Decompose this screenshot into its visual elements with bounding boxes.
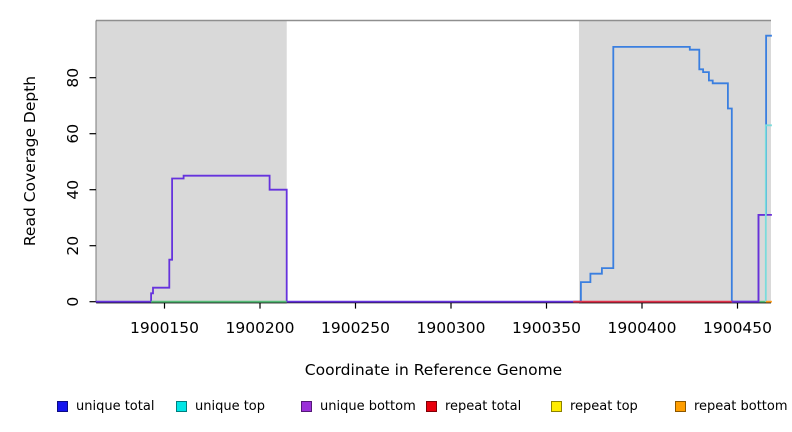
left-gray-block <box>96 20 287 304</box>
legend-item-unique-top: unique top <box>176 399 265 414</box>
legend-swatch-unique-top <box>176 401 187 412</box>
series-line-unique-bottom-left <box>95 174 574 303</box>
x-tick-label: 1900200 <box>225 319 294 337</box>
x-tick-label: 1900150 <box>130 319 199 337</box>
x-tick-label: 1900450 <box>703 319 772 337</box>
series-line-unique-top-right <box>764 124 772 302</box>
legend-swatch-unique-bottom <box>301 401 312 412</box>
y-axis-label: Read Coverage Depth <box>21 75 39 247</box>
plot-canvas: 1900150 1900200 1900250 1900300 1900350 19004… <box>64 19 772 337</box>
legend-swatch-repeat-top <box>551 401 562 412</box>
legend-item-repeat-bottom: repeat bottom <box>675 399 788 414</box>
legend-item-repeat-total: repeat total <box>426 399 521 414</box>
y-tick-label: 80 <box>64 68 82 88</box>
legend-swatch-unique-total <box>57 401 68 412</box>
legend-label-unique-top: unique top <box>195 399 266 414</box>
legend-swatch-repeat-total <box>426 401 437 412</box>
legend-label-repeat-bottom: repeat bottom <box>694 399 788 414</box>
x-tick-label: 1900250 <box>321 319 390 337</box>
legend-item-unique-total: unique total <box>57 399 154 414</box>
y-tick-label: 0 <box>64 297 82 307</box>
legend-item-unique-bottom: unique bottom <box>301 399 416 414</box>
x-tick-label: 1900350 <box>512 319 581 337</box>
x-tick-label: 1900400 <box>607 319 676 337</box>
x-axis-label: Coordinate in Reference Genome <box>304 361 563 379</box>
legend-item-repeat-top: repeat top <box>551 399 638 414</box>
legend-label-repeat-top: repeat top <box>570 399 638 414</box>
legend-label-unique-total: unique total <box>76 399 155 414</box>
y-tick-label: 40 <box>64 180 82 200</box>
x-tick-label: 1900300 <box>416 319 485 337</box>
y-tick-label: 20 <box>64 236 82 256</box>
right-gray-block <box>578 20 771 304</box>
legend-label-unique-bottom: unique bottom <box>320 399 416 414</box>
legend-label-repeat-total: repeat total <box>445 399 522 414</box>
legend-swatch-repeat-bottom <box>675 401 686 412</box>
y-tick-label: 60 <box>64 124 82 144</box>
